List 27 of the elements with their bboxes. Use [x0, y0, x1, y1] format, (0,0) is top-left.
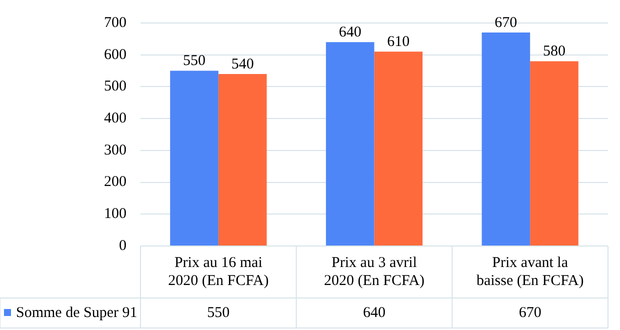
y-tick-label: 0	[119, 238, 126, 254]
bar	[170, 70, 218, 246]
data-label: 610	[387, 34, 410, 50]
x-tick-label: Prix au 3 avril 2020 (En FCFA)	[324, 254, 425, 289]
bar	[530, 61, 578, 246]
data-label: 580	[542, 44, 566, 60]
x-tick-label: Prix avant la baisse (En FCFA)	[476, 254, 584, 289]
y-tick-label: 200	[104, 174, 126, 190]
y-tick-label: 300	[104, 142, 126, 158]
y-tick-label: 100	[104, 206, 126, 222]
data-label: 670	[494, 14, 518, 31]
text: 640	[363, 304, 386, 321]
y-tick-label: 600	[104, 46, 126, 63]
bar	[482, 32, 530, 246]
bar	[218, 74, 267, 246]
text: 550	[207, 304, 230, 321]
y-tick-label: 400	[104, 110, 126, 127]
bar	[326, 42, 374, 246]
data-label: 550	[183, 53, 206, 70]
y-tick-label: 700	[104, 14, 126, 31]
bar	[374, 52, 423, 246]
legend-label: Somme de Super 91	[16, 304, 138, 321]
y-tick-label: 500	[104, 78, 126, 95]
x-tick-label: Prix au 16 mai 2020 (En FCFA)	[168, 254, 269, 289]
data-label: 640	[338, 24, 362, 41]
data-label: 540	[231, 56, 254, 72]
text: 670	[518, 304, 542, 321]
